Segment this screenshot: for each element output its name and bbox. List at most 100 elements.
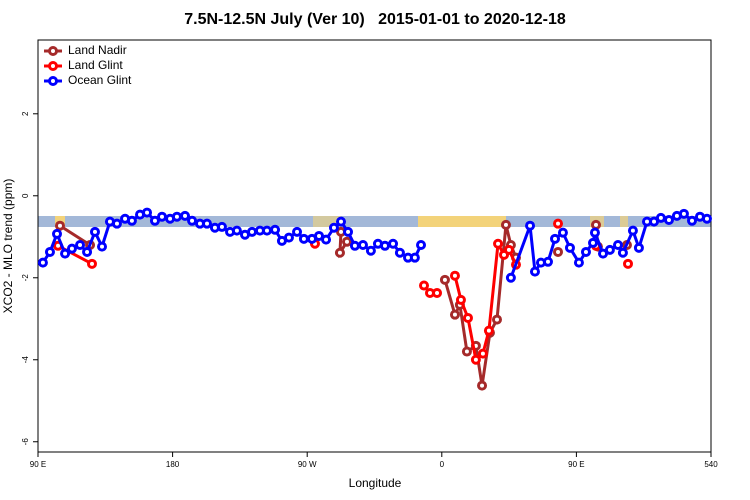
data-point [335, 216, 346, 227]
legend-marker [48, 76, 58, 86]
data-point [97, 241, 108, 252]
data-point [343, 226, 354, 237]
data-point [439, 274, 450, 285]
data-point [604, 244, 615, 255]
data-point [82, 246, 93, 257]
data-point [483, 325, 494, 336]
data-point [111, 218, 122, 229]
data-point [51, 228, 62, 239]
x-axis-label: Longitude [349, 476, 402, 490]
x-tick-label: 90 E [30, 460, 46, 469]
data-point [589, 227, 600, 238]
data-point [44, 246, 55, 257]
data-point [598, 248, 609, 259]
data-point [622, 258, 633, 269]
data-point [171, 211, 182, 222]
data-point [503, 244, 514, 255]
legend-marker [48, 46, 58, 56]
land-strip [418, 216, 506, 227]
data-point [687, 215, 698, 226]
data-point [505, 272, 516, 283]
data-point [261, 225, 272, 236]
data-point [557, 227, 568, 238]
data-point [663, 214, 674, 225]
data-point [149, 215, 160, 226]
series-line [59, 224, 91, 247]
data-point [627, 225, 638, 236]
data-point [379, 240, 390, 251]
chart-title: 7.5N-12.5N July (Ver 10) 2015-01-01 to 2… [184, 11, 566, 28]
data-point [542, 256, 553, 267]
data-point [525, 220, 536, 231]
data-point [283, 232, 294, 243]
data-point [493, 238, 504, 249]
data-point [553, 218, 564, 229]
y-tick-label: -4 [21, 356, 30, 364]
data-point [449, 270, 460, 281]
data-point [564, 242, 575, 253]
data-point [341, 236, 352, 247]
legend-label: Land Nadir [68, 43, 127, 57]
x-tick-label: 0 [440, 460, 445, 469]
data-point [298, 233, 309, 244]
data-point [462, 312, 473, 323]
data-point [588, 237, 599, 248]
data-point [655, 212, 666, 223]
data-point [617, 247, 628, 258]
data-point [292, 226, 303, 237]
x-tick-label: 540 [704, 460, 718, 469]
data-point [66, 243, 77, 254]
data-point [477, 380, 488, 391]
data-point [553, 246, 564, 257]
data-point [432, 287, 443, 298]
data-point [126, 215, 137, 226]
data-point [357, 239, 368, 250]
data-point [580, 246, 591, 257]
data-point [455, 294, 466, 305]
y-tick-label: -2 [21, 274, 30, 282]
data-point [201, 218, 212, 229]
data-point [314, 230, 325, 241]
data-point [590, 219, 601, 230]
y-tick-label: -6 [21, 438, 30, 446]
data-point [216, 221, 227, 232]
data-point [461, 346, 472, 357]
y-tick-label: 0 [21, 193, 30, 198]
x-tick-label: 90 W [298, 460, 317, 469]
data-point [701, 213, 712, 224]
x-tick-label: 180 [166, 460, 180, 469]
data-point [388, 238, 399, 249]
data-point [678, 208, 689, 219]
legend-marker [48, 61, 58, 71]
data-point [612, 239, 623, 250]
data-point [37, 257, 48, 268]
data-point [270, 224, 281, 235]
data-point [633, 242, 644, 253]
y-axis-label: XCO2 - MLO trend (ppm) [1, 179, 15, 314]
data-point [573, 257, 584, 268]
data-point [75, 239, 86, 250]
data-point [321, 234, 332, 245]
data-point [529, 266, 540, 277]
data-point [349, 240, 360, 251]
data-point [409, 252, 420, 263]
data-point [231, 225, 242, 236]
data-point [60, 248, 71, 259]
data-point [449, 309, 460, 320]
data-point [416, 239, 427, 250]
data-point [470, 354, 481, 365]
data-point [156, 211, 167, 222]
data-point [500, 219, 511, 230]
data-point [550, 233, 561, 244]
data-point [419, 280, 430, 291]
data-point [649, 216, 660, 227]
data-point [180, 210, 191, 221]
data-point [247, 226, 258, 237]
legend-label: Land Glint [68, 58, 123, 72]
data-point [394, 247, 405, 258]
x-tick-label: 90 E [568, 460, 584, 469]
data-point [365, 245, 376, 256]
data-point [54, 220, 65, 231]
